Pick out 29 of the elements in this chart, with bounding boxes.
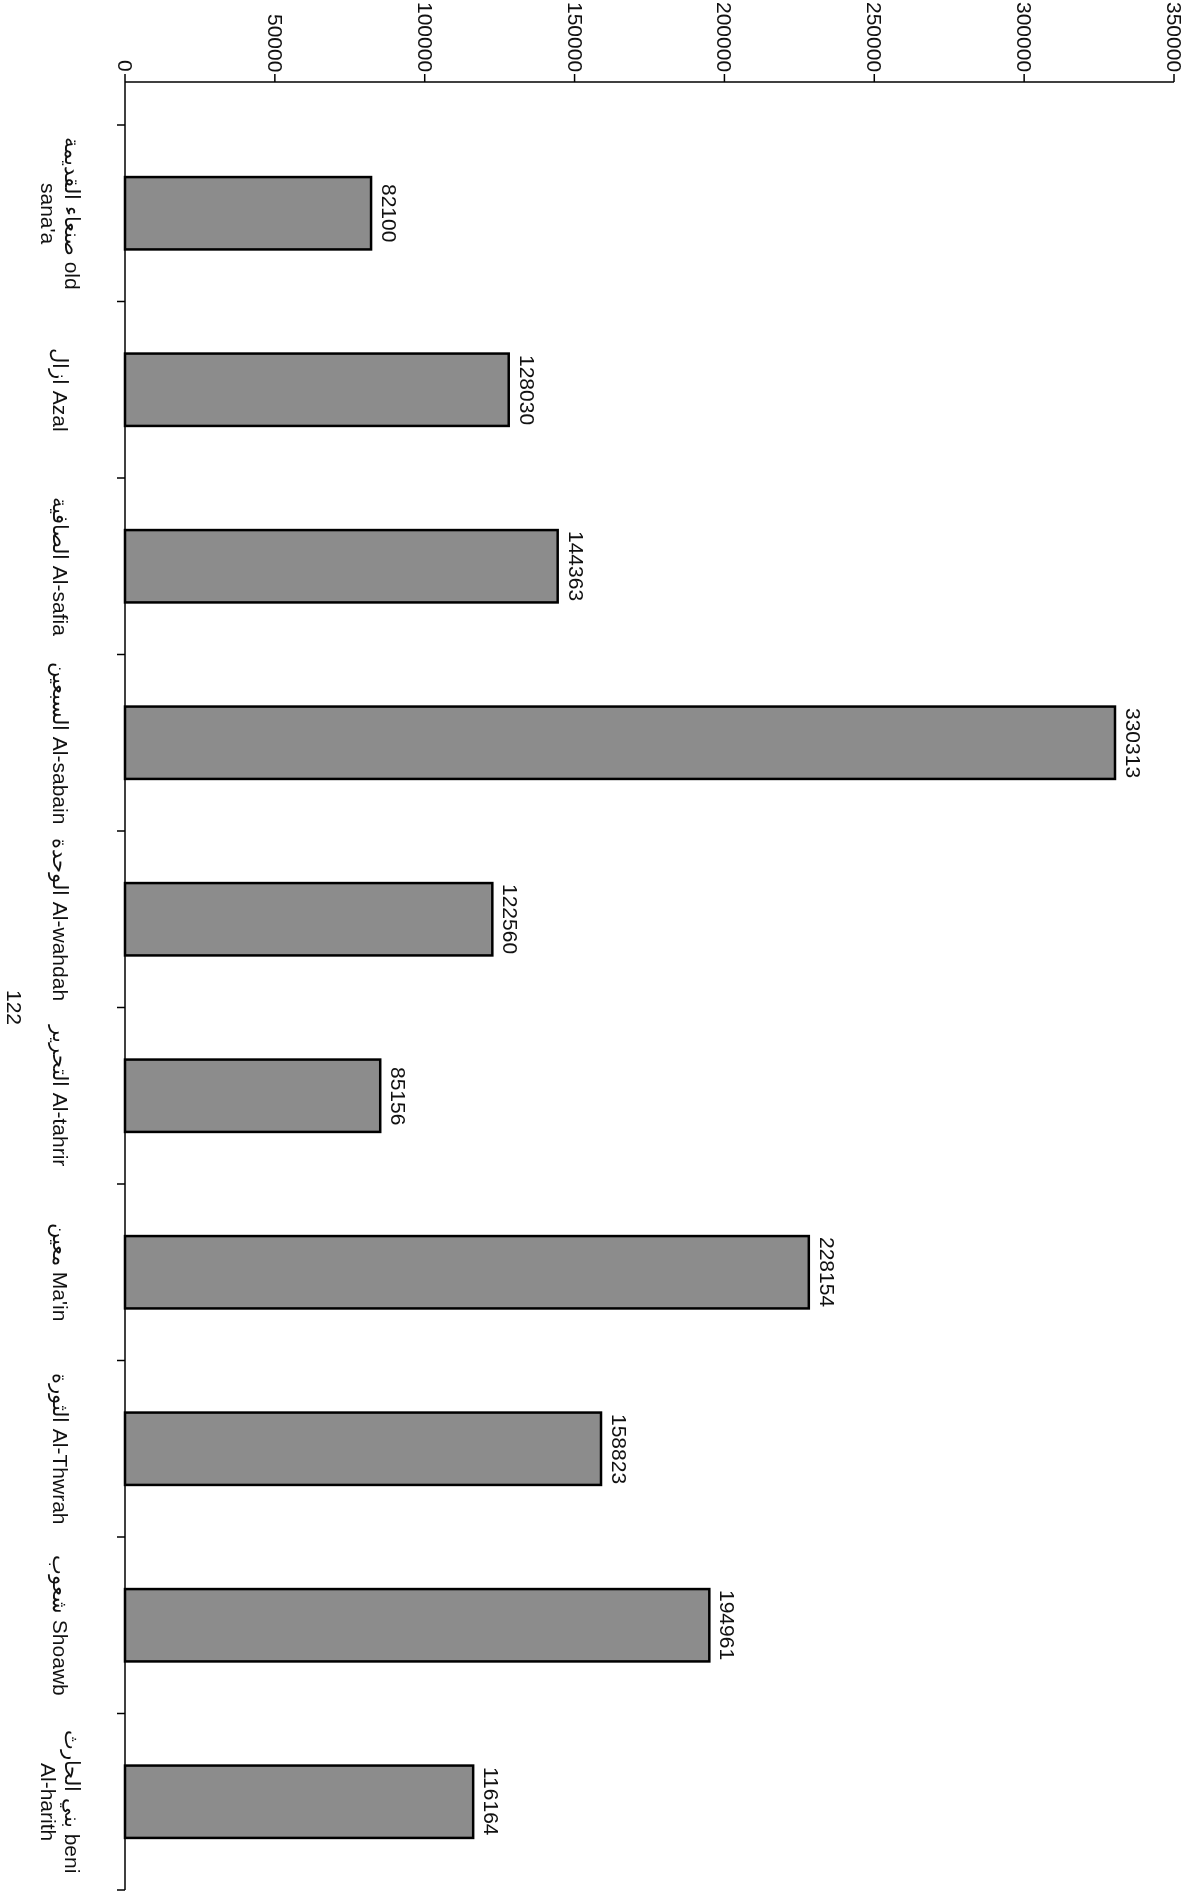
data-label: 228154	[814, 1237, 839, 1308]
data-label: 194961	[715, 1590, 740, 1661]
y-tick-label: شعوب Shoawb	[47, 1553, 73, 1698]
data-label: 144363	[563, 531, 588, 602]
text: 122	[2, 990, 26, 1026]
data-label: 128030	[514, 354, 539, 425]
x-tick-label: 300000	[1012, 2, 1037, 73]
x-tick-label: 100000	[412, 2, 437, 73]
data-label: 158823	[607, 1413, 631, 1484]
x-tick-label: 200000	[712, 2, 737, 73]
x-tick-label: 0	[113, 60, 137, 72]
y-tick-label: صنعاء القديمة old sana'a	[35, 135, 85, 292]
x-tick-label: 350000	[1162, 2, 1186, 73]
data-label: 330313	[1121, 707, 1145, 778]
y-tick-label: معين Ma'in	[47, 1222, 73, 1324]
y-tick-label: الوحدة Al-wahdah	[48, 837, 72, 1001]
x-tick-label: 50000	[262, 14, 287, 73]
y-tick-label: التحرير Al-tahrir	[48, 1025, 72, 1167]
data-label: 122560	[498, 884, 523, 955]
data-label: 116164	[479, 1767, 504, 1836]
y-tick-label: الصافية Al-safia	[47, 495, 73, 638]
data-label: 85156	[386, 1066, 411, 1126]
data-label: 82100	[377, 184, 402, 243]
x-tick-label: 250000	[862, 2, 887, 73]
y-tick-label: السبعين Al-sabain	[47, 660, 73, 826]
y-tick-label: بني الحارث beni Al-harith	[35, 1729, 85, 1876]
y-tick-label: ازال Azal	[47, 346, 73, 434]
x-tick-label: 150000	[562, 2, 587, 73]
y-tick-label: الثورة Al-Thwrah	[47, 1372, 73, 1527]
